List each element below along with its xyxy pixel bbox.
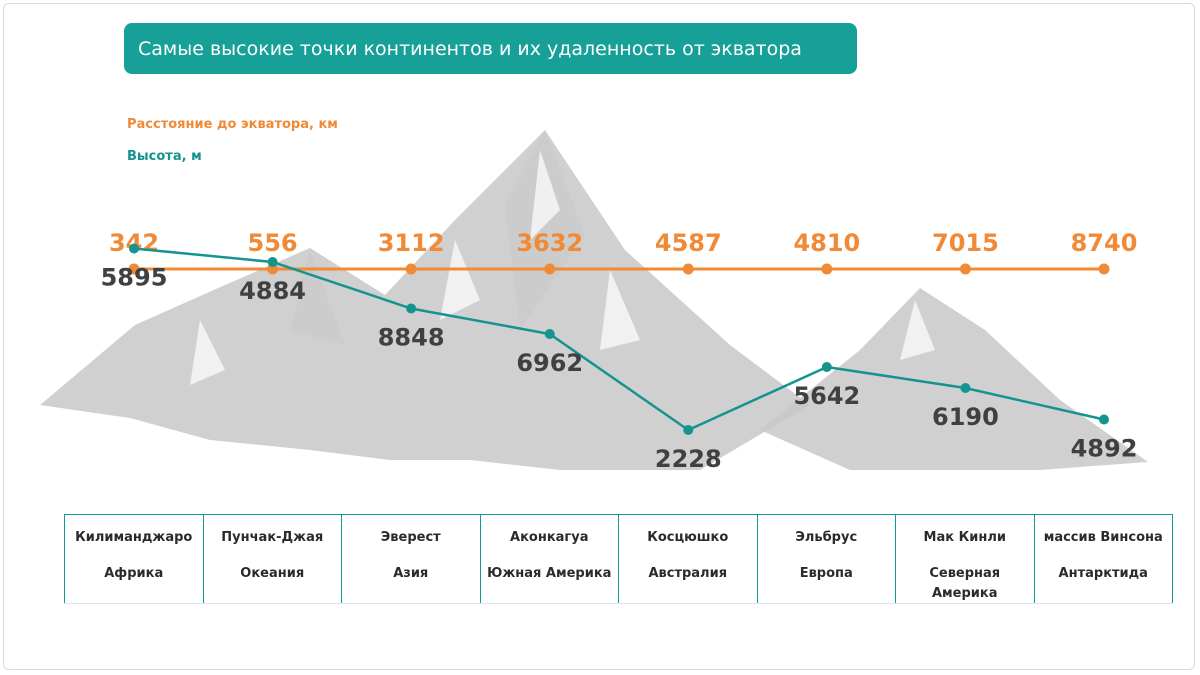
snow-streak bbox=[440, 240, 480, 320]
distance-point bbox=[1098, 263, 1110, 275]
distance-value-label: 8740 bbox=[1071, 229, 1138, 257]
peaks-table: Килиманджаро Африка Пунчак-Джая Океания Эвер… bbox=[64, 514, 1173, 604]
distance-point bbox=[405, 263, 417, 275]
continent-name: Южная Америка bbox=[487, 566, 612, 581]
continent-name: Азия bbox=[393, 566, 429, 581]
distance-value-label: 7015 bbox=[932, 229, 999, 257]
peak-name: Эльбрус bbox=[795, 530, 858, 545]
snow-streak bbox=[600, 270, 640, 350]
distance-point bbox=[544, 263, 556, 275]
continent-name: Европа bbox=[799, 566, 853, 581]
table-cell: Килиманджаро Африка bbox=[64, 515, 203, 603]
table-cell: Эльбрус Европа bbox=[756, 515, 896, 603]
height-series-line bbox=[133, 247, 1105, 432]
distance-point bbox=[682, 263, 694, 275]
legend-height: Высота, м bbox=[127, 149, 202, 164]
mountain-shape bbox=[290, 250, 345, 345]
continent-name: Океания bbox=[240, 566, 305, 581]
snow-streak bbox=[530, 150, 560, 240]
distance-value-label: 4810 bbox=[793, 229, 860, 257]
height-value-label: 6962 bbox=[516, 349, 583, 377]
peak-name: Эверест bbox=[380, 530, 441, 545]
title-banner: Самые высокие точки континентов и их уда… bbox=[124, 23, 857, 74]
distance-value-label: 4587 bbox=[655, 229, 722, 257]
continent-name: Антарктида bbox=[1058, 566, 1148, 581]
mountain-background bbox=[40, 130, 1148, 470]
table-cell: массив Винсона Антарктида bbox=[1033, 515, 1173, 603]
peak-name: Пунчак-Джая bbox=[221, 530, 324, 545]
table-cell: Мак Кинли Северная Америка bbox=[895, 515, 1034, 603]
height-point bbox=[267, 257, 278, 267]
height-point bbox=[960, 383, 971, 393]
table-cell: Аконкагуа Южная Америка bbox=[479, 515, 619, 603]
continent-name: Северная Америка bbox=[929, 566, 1001, 601]
height-value-label: 4892 bbox=[1071, 435, 1138, 463]
mountain-shape bbox=[40, 130, 810, 470]
continent-name: Африка bbox=[104, 566, 164, 581]
mountain-shape bbox=[760, 288, 1148, 470]
peak-name: Мак Кинли bbox=[923, 530, 1006, 545]
peak-name: Аконкагуа bbox=[510, 530, 589, 545]
height-point bbox=[683, 425, 694, 435]
height-value-label: 6190 bbox=[932, 403, 999, 431]
mountain-shape bbox=[505, 130, 585, 330]
height-value-label: 4884 bbox=[239, 277, 306, 305]
distance-value-label: 556 bbox=[248, 229, 298, 257]
chart-frame bbox=[3, 3, 1195, 670]
continent-name: Австралия bbox=[648, 566, 728, 581]
distance-value-label: 3632 bbox=[516, 229, 583, 257]
table-cell: Пунчак-Джая Океания bbox=[202, 515, 342, 603]
distance-point bbox=[959, 263, 971, 275]
height-value-label: 2228 bbox=[655, 445, 722, 473]
height-point bbox=[129, 243, 139, 254]
height-value-label: 5642 bbox=[793, 382, 860, 410]
chart-title: Самые высокие точки континентов и их уда… bbox=[138, 37, 802, 60]
distance-point bbox=[128, 263, 140, 275]
legend-distance: Расстояние до экватора, км bbox=[127, 117, 338, 132]
height-value-label: 5895 bbox=[101, 264, 168, 292]
peak-name: массив Винсона bbox=[1043, 530, 1163, 545]
peak-name: Килиманджаро bbox=[75, 530, 193, 545]
distance-point bbox=[267, 263, 279, 275]
height-point bbox=[1099, 414, 1109, 425]
height-point bbox=[544, 329, 555, 339]
table-cell: Эверест Азия bbox=[341, 515, 480, 603]
snow-streak bbox=[190, 320, 225, 385]
distance-point bbox=[821, 263, 833, 275]
table-cell: Косцюшко Австралия bbox=[618, 515, 757, 603]
snow-streak bbox=[900, 300, 935, 360]
height-point bbox=[406, 303, 417, 314]
peak-name: Косцюшко bbox=[647, 530, 729, 545]
distance-value-label: 3112 bbox=[378, 229, 445, 257]
height-point bbox=[821, 362, 832, 372]
height-value-label: 8848 bbox=[378, 324, 445, 352]
